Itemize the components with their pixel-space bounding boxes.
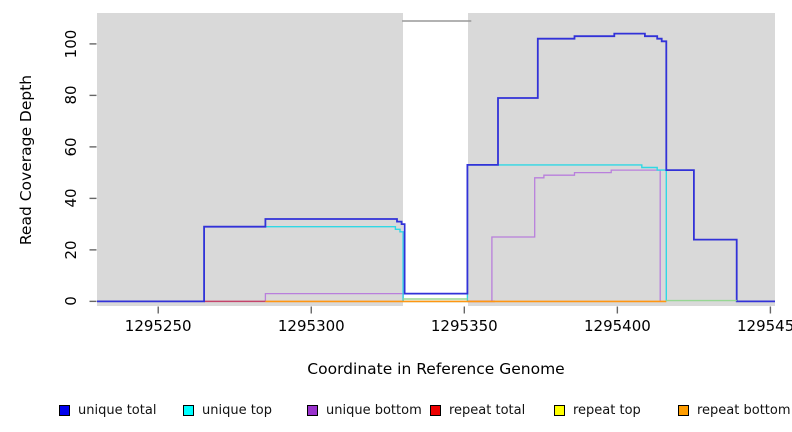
legend-swatch-icon [678, 404, 689, 416]
x-tick-label: 1295400 [583, 317, 651, 335]
legend-swatch-icon [554, 404, 565, 416]
y-tick-label: 80 [62, 85, 80, 105]
series-unique-total [97, 32, 775, 303]
series-unique-top [203, 164, 667, 303]
x-tick-label: 1295250 [124, 317, 192, 335]
legend-item-repeat-bottom: repeat bottom [678, 402, 791, 418]
x-axis-title: Coordinate in Reference Genome [307, 360, 565, 378]
legend-item-unique-top: unique top [183, 402, 273, 418]
series-unique-bottom-left [264, 292, 404, 302]
y-tick-label: 40 [62, 188, 80, 208]
x-tick-label: 1295300 [277, 317, 345, 335]
legend-swatch-icon [183, 404, 194, 416]
legend-item-unique-bottom: unique bottom [307, 402, 422, 418]
legend-label: repeat top [573, 402, 641, 418]
legend-label: repeat bottom [697, 402, 791, 418]
x-tick-label: 1295350 [430, 317, 498, 335]
legend-swatch-icon [59, 404, 70, 416]
legend-label: unique bottom [326, 402, 422, 418]
series-unique-bottom-right [491, 169, 661, 302]
y-tick-label: 60 [62, 137, 80, 157]
y-tick-label: 20 [62, 240, 80, 260]
y-axis-title: Read Coverage Depth [17, 74, 35, 246]
legend-label: repeat total [449, 402, 526, 418]
legend-label: unique total [78, 402, 157, 418]
y-tick-label: 0 [62, 296, 80, 307]
y-tick-label: 100 [62, 29, 80, 59]
legend-swatch-icon [430, 404, 441, 416]
legend-item-repeat-top: repeat top [554, 402, 641, 418]
legend-item-repeat-total: repeat total [430, 402, 526, 418]
legend-item-unique-total: unique total [59, 402, 157, 418]
legend-label: unique top [202, 402, 273, 418]
legend-swatch-icon [307, 404, 318, 416]
coverage-gap-band [403, 13, 469, 306]
